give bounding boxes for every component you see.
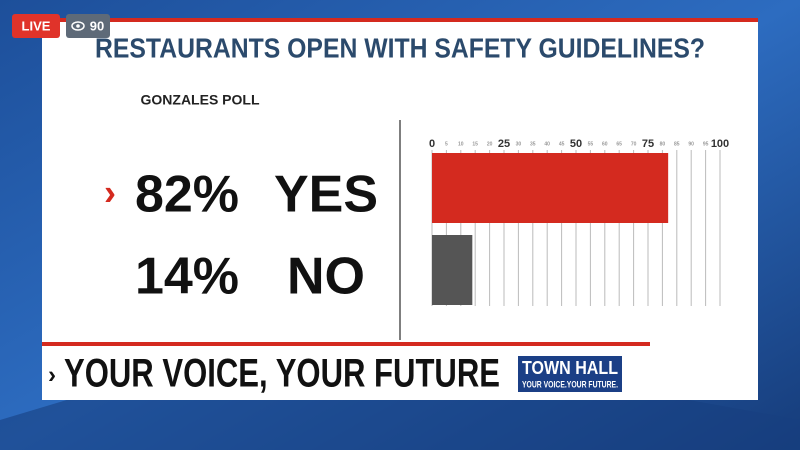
x-tick-label: 70 — [631, 141, 637, 147]
x-tick-label: 65 — [616, 141, 622, 147]
live-badge — [12, 14, 60, 38]
logo-title: TOWN HALL — [522, 358, 618, 378]
value-label: 14% — [135, 248, 239, 306]
eye-icon — [71, 21, 85, 31]
x-tick-label: 95 — [703, 141, 709, 147]
selection-chevron: › — [104, 172, 116, 213]
chart-subtitle: GONZALES POLL — [141, 92, 260, 108]
x-tick-label: 15 — [472, 141, 478, 147]
x-tick-label: 10 — [458, 141, 464, 147]
chart: 0 5 10 15 20 25 30 35 40 45 50 55 60 65 70 75 80 85 90 95 10… — [104, 138, 729, 306]
eye-pupil — [76, 24, 80, 28]
x-tick-label: 85 — [674, 141, 680, 147]
logo-box — [518, 356, 622, 392]
bar — [432, 235, 473, 305]
logo-tagline: YOUR VOICE.YOUR FUTURE. — [522, 379, 618, 389]
viewer-count: 90 — [90, 18, 104, 33]
value-label: 82% — [135, 166, 239, 224]
category-label: NO — [287, 248, 365, 306]
x-tick-label: 100 — [711, 138, 729, 150]
x-tick-label: 75 — [642, 138, 654, 150]
live-text: LIVE — [22, 18, 51, 33]
viewer-badge — [66, 14, 110, 38]
x-tick-label: 90 — [688, 141, 694, 147]
category-label: YES — [274, 166, 378, 224]
x-tick-label: 20 — [487, 141, 493, 147]
chart-title: RESTAURANTS OPEN WITH SAFETY GUIDELINES? — [95, 32, 705, 63]
banner-text: YOUR VOICE, YOUR FUTURE — [64, 352, 500, 396]
x-tick-label: 45 — [559, 141, 565, 147]
bar — [432, 153, 669, 223]
panel-top-rule — [42, 18, 758, 22]
banner-rule — [42, 342, 650, 346]
x-tick-label: 5 — [445, 141, 448, 147]
x-tick-label: 40 — [544, 141, 550, 147]
x-tick-label: 60 — [602, 141, 608, 147]
x-tick-label: 35 — [530, 141, 536, 147]
x-tick-label: 80 — [660, 141, 666, 147]
x-tick-label: 30 — [516, 141, 522, 147]
x-tick-label: 25 — [498, 138, 510, 150]
x-tick-label: 50 — [570, 138, 582, 150]
x-tick-label: 55 — [588, 141, 594, 147]
banner-chevron: › — [48, 361, 56, 388]
x-tick-label: 0 — [429, 138, 435, 150]
